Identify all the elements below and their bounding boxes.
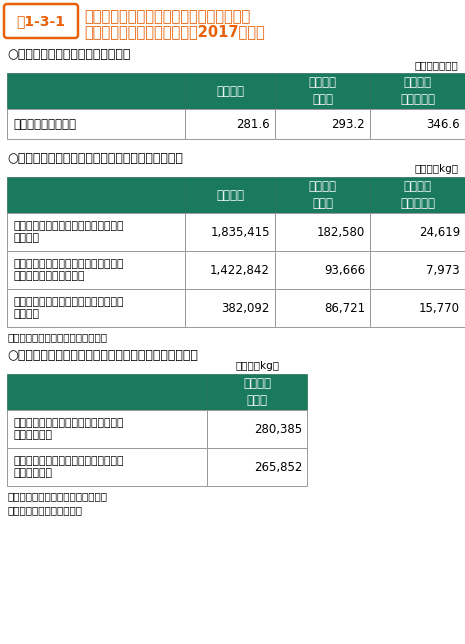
Text: エアコン: エアコン	[216, 84, 244, 97]
Text: 冷媒として使用されていたフロン類の
回収重量: 冷媒として使用されていたフロン類の 回収重量	[13, 221, 124, 243]
Bar	[370, 213, 465, 251]
Text: ○冷媒として使用されていたフロン類の回収重量等: ○冷媒として使用されていたフロン類の回収重量等	[7, 152, 183, 165]
Text: 注：値は全て小数点以下を切捨て。: 注：値は全て小数点以下を切捨て。	[7, 332, 107, 342]
Text: 断熱材に含まれる液化回収したフロン
類の回収重量: 断熱材に含まれる液化回収したフロン 類の回収重量	[13, 417, 124, 440]
Bar	[275, 289, 370, 327]
Bar	[185, 289, 275, 327]
Text: 24,619: 24,619	[419, 225, 460, 238]
Bar	[7, 448, 207, 486]
Text: 冷蔵庫・
冷凍庫: 冷蔵庫・ 冷凍庫	[308, 76, 337, 106]
Text: エアコン: エアコン	[216, 189, 244, 202]
Bar	[275, 109, 370, 139]
Bar	[207, 448, 307, 486]
Bar	[7, 410, 207, 448]
Bar	[185, 251, 275, 289]
Bar	[370, 109, 465, 139]
Bar	[185, 213, 275, 251]
Text: ○断熱材に含まれる液化回収したフロン類の回収重量等: ○断熱材に含まれる液化回収したフロン類の回収重量等	[7, 349, 198, 362]
Bar	[7, 177, 185, 213]
Text: 281.6: 281.6	[236, 117, 270, 131]
Text: 洗濯機・
衣類乾燥機: 洗濯機・ 衣類乾燥機	[400, 76, 435, 106]
Text: 表1-3-1: 表1-3-1	[16, 14, 66, 28]
Text: 冷媒として使用されていたフロン類の
再生又は再利用した重量: 冷媒として使用されていたフロン類の 再生又は再利用した重量	[13, 259, 124, 281]
Bar	[185, 177, 275, 213]
Text: 再商品化等処理台数: 再商品化等処理台数	[13, 117, 76, 131]
Text: 293.2: 293.2	[332, 117, 365, 131]
Bar	[275, 177, 370, 213]
Text: 7,973: 7,973	[426, 263, 460, 276]
Bar	[185, 73, 275, 109]
Bar	[207, 374, 307, 410]
Bar	[207, 410, 307, 448]
Bar	[370, 73, 465, 109]
Text: 資料：環境省、経済産業省: 資料：環境省、経済産業省	[7, 505, 82, 515]
Bar	[7, 374, 207, 410]
Text: 265,852: 265,852	[253, 460, 302, 473]
Text: （単位：kg）: （単位：kg）	[414, 164, 458, 174]
Text: 382,092: 382,092	[222, 301, 270, 314]
Bar	[275, 213, 370, 251]
Text: （単位：万台）: （単位：万台）	[414, 60, 458, 70]
Text: 182,580: 182,580	[317, 225, 365, 238]
Text: 洗濯機・
衣類乾燥機: 洗濯機・ 衣類乾燥機	[400, 180, 435, 210]
Text: 1,835,415: 1,835,415	[211, 225, 270, 238]
Text: 家電リサイクル法に基づく再商品化による: 家電リサイクル法に基づく再商品化による	[84, 9, 250, 24]
Bar	[7, 289, 185, 327]
Text: 注：値は全て小数点以下を切捨て。: 注：値は全て小数点以下を切捨て。	[7, 491, 107, 501]
Bar	[275, 251, 370, 289]
Bar	[185, 109, 275, 139]
Bar	[370, 289, 465, 327]
Text: 93,666: 93,666	[324, 263, 365, 276]
Text: 280,385: 280,385	[254, 422, 302, 435]
Text: フロン類の回収量・破壊量（2017年度）: フロン類の回収量・破壊量（2017年度）	[84, 24, 265, 39]
Bar	[370, 251, 465, 289]
Bar	[7, 73, 185, 109]
Bar	[7, 251, 185, 289]
Text: 冷蔵庫・
冷凍庫: 冷蔵庫・ 冷凍庫	[308, 180, 337, 210]
Bar	[275, 73, 370, 109]
Bar	[370, 177, 465, 213]
Bar	[7, 213, 185, 251]
Text: 断熱材に含まれる液化回収したフロン
類の破壊重量: 断熱材に含まれる液化回収したフロン 類の破壊重量	[13, 455, 124, 478]
Text: 86,721: 86,721	[324, 301, 365, 314]
Text: （単位：kg）: （単位：kg）	[235, 361, 279, 371]
Text: 冷蔵庫・
冷凍庫: 冷蔵庫・ 冷凍庫	[243, 377, 271, 407]
Text: 1,422,842: 1,422,842	[210, 263, 270, 276]
Text: 冷媒として使用されていたフロン類の
破壊重量: 冷媒として使用されていたフロン類の 破壊重量	[13, 297, 124, 319]
Bar	[7, 109, 185, 139]
Text: ○廃家電４品目の再商品化実施状況: ○廃家電４品目の再商品化実施状況	[7, 48, 130, 61]
FancyBboxPatch shape	[4, 4, 78, 38]
Text: 346.6: 346.6	[426, 117, 460, 131]
Text: 15,770: 15,770	[419, 301, 460, 314]
